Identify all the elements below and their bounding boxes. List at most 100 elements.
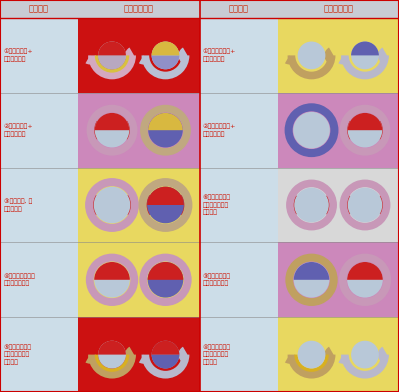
Text: ①先行洞上台阶+
超与初期支护: ①先行洞上台阶+ 超与初期支护 [203,49,236,62]
Bar [0,18,78,93]
Circle shape [351,42,379,69]
Wedge shape [152,42,180,55]
Wedge shape [85,55,95,65]
Circle shape [348,113,382,147]
Wedge shape [85,355,95,364]
Bar [277,242,399,317]
Wedge shape [122,119,134,142]
Wedge shape [88,55,136,79]
Wedge shape [348,113,382,130]
Bar [200,168,277,242]
Wedge shape [98,341,126,355]
Wedge shape [138,178,192,232]
Wedge shape [86,254,138,306]
Wedge shape [139,355,148,364]
Wedge shape [339,254,391,306]
Bar [0,93,78,168]
Wedge shape [288,55,336,79]
Wedge shape [324,47,334,63]
Wedge shape [123,193,135,217]
Bar [78,18,200,93]
Wedge shape [344,194,355,216]
Bar [0,242,78,317]
Wedge shape [375,119,387,142]
Wedge shape [95,355,129,372]
Wedge shape [142,55,190,79]
Circle shape [348,188,382,222]
Wedge shape [340,180,390,230]
Wedge shape [341,55,389,79]
Wedge shape [94,262,130,280]
Circle shape [347,262,383,298]
Bar [0,168,78,242]
Wedge shape [152,341,180,355]
Wedge shape [98,42,126,55]
Circle shape [351,341,379,368]
Text: ④左穿右内下实行
开左与初期支护: ④左穿右内下实行 开左与初期支护 [4,273,36,286]
Wedge shape [152,55,180,69]
Wedge shape [285,254,338,306]
Bar [200,18,277,93]
Wedge shape [285,355,294,364]
Bar [277,93,399,168]
Wedge shape [344,119,355,142]
Wedge shape [288,355,336,379]
Circle shape [298,42,326,69]
Wedge shape [139,254,192,306]
Wedge shape [341,355,389,379]
Text: 施工步骤: 施工步骤 [229,4,249,13]
Circle shape [147,187,184,223]
Text: ③扩大主洞, 拱
与扩掘高耸: ③扩大主洞, 拱 与扩掘高耸 [4,198,32,212]
Circle shape [152,341,180,368]
Circle shape [294,188,329,222]
Wedge shape [125,47,134,63]
Text: 模拟开挖设计: 模拟开挖设计 [124,4,154,13]
Wedge shape [378,47,387,63]
Bar [277,317,399,392]
Bar [277,168,399,242]
Text: ⑥超强左利排水
总，扩主洞排总
应场高耸: ⑥超强左利排水 总，扩主洞排总 应场高耸 [203,195,231,215]
Wedge shape [290,194,301,216]
Wedge shape [98,55,126,69]
Wedge shape [91,119,102,142]
Wedge shape [351,42,379,55]
Wedge shape [140,105,191,156]
Wedge shape [294,355,329,372]
Text: ③渗注岩固封排
端应三元，量力: ③渗注岩固封排 端应三元，量力 [203,273,231,286]
Wedge shape [87,105,137,156]
Bar [78,168,200,242]
Circle shape [294,262,329,298]
Circle shape [298,341,326,368]
Circle shape [98,42,126,69]
Wedge shape [142,193,155,217]
Bar [200,317,277,392]
Circle shape [293,112,330,149]
Bar [0,0,399,18]
Wedge shape [176,193,188,217]
Wedge shape [285,55,294,65]
Wedge shape [178,47,188,63]
Wedge shape [347,262,383,280]
Bar [200,242,277,317]
Bar [277,18,399,93]
Text: ②主洞、台阶+
左与初期支护: ②主洞、台阶+ 左与初期支护 [4,124,34,137]
Wedge shape [88,355,136,379]
Wedge shape [338,55,348,65]
Wedge shape [324,347,334,363]
Circle shape [94,262,130,298]
Circle shape [152,42,180,69]
Wedge shape [378,347,387,363]
Text: ④先穿左洞在待
端应三元，量力
一次利用: ④先穿左洞在待 端应三元，量力 一次利用 [203,344,231,365]
Wedge shape [178,347,188,363]
Wedge shape [284,103,338,157]
Text: ①主洞上台阶+
左与初期支护: ①主洞上台阶+ 左与初期支护 [4,49,34,62]
Text: ⑤拆除左洞墙补
完成及浇筑块指
一次利用: ⑤拆除左洞墙补 完成及浇筑块指 一次利用 [4,344,32,365]
Wedge shape [125,347,134,363]
Wedge shape [139,55,148,65]
Circle shape [148,262,183,298]
Bar [78,317,200,392]
Wedge shape [89,193,101,217]
Wedge shape [147,187,184,205]
Text: 模拟开挖设计: 模拟开挖设计 [323,4,353,13]
Circle shape [148,113,183,147]
